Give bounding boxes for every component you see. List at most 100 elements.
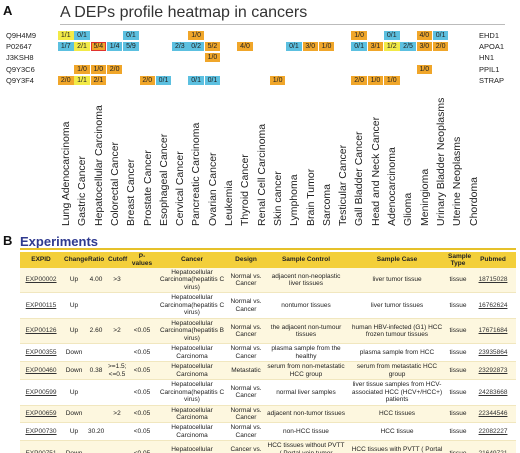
- pubmed-link[interactable]: 22082227: [478, 428, 508, 436]
- table-cell: Hepatocellular Carcinoma: [156, 440, 228, 453]
- heatmap-cell[interactable]: 1/0: [367, 75, 384, 85]
- table-cell: tissue: [446, 268, 470, 294]
- heatmap-cell[interactable]: 1/4: [106, 42, 123, 52]
- heatmap-cell[interactable]: 1/2: [384, 42, 400, 52]
- heatmap-cell[interactable]: 3/1: [367, 42, 384, 52]
- table-cell: Hepatocellular Carcinoma: [156, 405, 228, 424]
- pubmed-link[interactable]: 24283668: [478, 388, 508, 396]
- table-cell: Normal vs. Cancer: [228, 343, 264, 363]
- heatmap-cell[interactable]: 1/0: [269, 75, 286, 85]
- table-cell: Hepatocellular Carcinoma: [156, 361, 228, 381]
- heatmap-cell[interactable]: 5/4: [90, 42, 107, 52]
- pubmed-cell: 18715028: [470, 268, 516, 294]
- table-cell: <0.05: [128, 361, 156, 381]
- table-cell: plasma sample from the healthy: [264, 343, 348, 363]
- table-cell: adjacent non-tumor tissues: [264, 405, 348, 424]
- heatmap-cell[interactable]: 2/0: [106, 64, 123, 74]
- experiments-title: Experiments: [20, 234, 99, 249]
- pubmed-link[interactable]: 16762624: [478, 301, 508, 309]
- heatmap-cell[interactable]: 2/0: [139, 75, 155, 85]
- heatmap-cell[interactable]: 0/2: [188, 42, 204, 52]
- heatmap-cell[interactable]: 0/1: [188, 75, 204, 85]
- heatmap-cell[interactable]: 1/7: [58, 42, 74, 52]
- column-label: Testicular Cancer: [337, 144, 350, 226]
- table-cell: non-HCC tissue: [264, 422, 348, 442]
- pubmed-link[interactable]: 18715028: [478, 276, 508, 284]
- heatmap-cell[interactable]: 2/0: [432, 42, 449, 52]
- table-cell: [86, 440, 106, 453]
- heatmap-cell[interactable]: 0/1: [123, 31, 139, 40]
- expid-link[interactable]: EXP00460: [25, 366, 57, 374]
- heatmap-cell[interactable]: 5/2: [204, 42, 221, 52]
- heatmap-cell[interactable]: 4/0: [416, 31, 433, 40]
- table-cell: Down: [62, 361, 86, 381]
- experiments-divider: [20, 248, 516, 250]
- heatmap-cell[interactable]: 3/0: [302, 42, 318, 52]
- table-cell: tissue: [446, 361, 470, 381]
- table-cell: nontumor tissues: [264, 292, 348, 319]
- column-label: Breast Cancer: [125, 158, 138, 226]
- expid-cell: EXP00460: [20, 361, 62, 381]
- heatmap-cell[interactable]: 2/1: [74, 42, 90, 52]
- heatmap-cell[interactable]: 0/1: [155, 75, 172, 85]
- table-cell: liver tumor tissue: [348, 268, 446, 294]
- heatmap-cell[interactable]: 0/1: [351, 42, 367, 52]
- heatmap-cell[interactable]: 2/5: [400, 42, 416, 52]
- pubmed-link[interactable]: 22344546: [478, 410, 508, 418]
- table-cell: Hepatocellular Carcinoma(hepatitis C vir…: [156, 379, 228, 406]
- expid-link[interactable]: EXP00751: [25, 450, 56, 453]
- heatmap-cell[interactable]: 1/0: [74, 64, 90, 74]
- heatmap-cell[interactable]: 4/0: [237, 42, 253, 52]
- heatmap-cell[interactable]: 1/1: [58, 31, 74, 40]
- expid-cell: EXP00002: [20, 268, 62, 294]
- heatmap-cell[interactable]: 1/0: [90, 64, 107, 74]
- heatmap-cell[interactable]: 0/1: [286, 42, 302, 52]
- heatmap-cell[interactable]: 2/3: [172, 42, 188, 52]
- expid-link[interactable]: EXP00126: [25, 327, 57, 335]
- pubmed-link[interactable]: 23935864: [478, 348, 508, 356]
- column-label: Prostate Cancer: [141, 150, 154, 226]
- expid-link[interactable]: EXP00355: [25, 348, 57, 356]
- heatmap-cell[interactable]: 1/1: [74, 75, 90, 85]
- expid-link[interactable]: EXP00659: [25, 410, 57, 418]
- expid-link[interactable]: EXP00115: [25, 301, 57, 309]
- heatmap-cell[interactable]: 1/0: [204, 53, 221, 63]
- heatmap-cell[interactable]: 1/0: [318, 42, 335, 52]
- table-cell: HCC tissues: [348, 405, 446, 424]
- table-cell: [86, 379, 106, 406]
- table-cell: <0.05: [128, 440, 156, 453]
- column-label: Lung Adenocarcinoma: [60, 121, 72, 227]
- heatmap-cell[interactable]: 0/1: [204, 75, 221, 85]
- heatmap-cell[interactable]: 1/0: [416, 64, 433, 74]
- expid-link[interactable]: EXP00599: [25, 388, 57, 396]
- gene-label-strap: STRAP: [479, 75, 505, 85]
- pubmed-link[interactable]: 17671684: [478, 327, 508, 335]
- heatmap-cell[interactable]: 0/1: [432, 31, 449, 40]
- heatmap-cell[interactable]: 1/0: [351, 31, 367, 40]
- heatmap-cell[interactable]: 2/0: [351, 75, 367, 85]
- heatmap-cell[interactable]: 1/0: [384, 75, 400, 85]
- heatmap-cell[interactable]: 0/1: [384, 31, 400, 40]
- table-cell: >2: [106, 318, 128, 345]
- heatmap-cell[interactable]: 2/0: [58, 75, 74, 85]
- table-cell: [106, 440, 128, 453]
- pubmed-link[interactable]: 21649721: [479, 450, 508, 453]
- table-cell: adjacent non-neoplastic liver tissues: [264, 268, 348, 294]
- column-header: Pubmed: [470, 252, 516, 268]
- table-cell: the adjacent non-tumour tissues: [264, 318, 348, 345]
- heatmap-cell[interactable]: 1/0: [188, 31, 204, 40]
- heatmap-cell[interactable]: 5/9: [123, 42, 139, 52]
- expid-link[interactable]: EXP00002: [25, 276, 57, 284]
- table-cell: >3: [106, 268, 128, 294]
- table-row: EXP00126 Up 2.60 >2 <0.05 Hepatocellular Carc…: [20, 318, 516, 345]
- expid-link[interactable]: EXP00730: [25, 428, 57, 436]
- heatmap-title: A DEPs profile heatmap in cancers: [60, 4, 308, 21]
- table-row: EXP00730 Up 30.20 <0.05 Hepatocellular Carci…: [20, 422, 516, 442]
- pubmed-link[interactable]: 23292873: [478, 366, 508, 374]
- heatmap-cell[interactable]: 3/0: [416, 42, 433, 52]
- column-header: Cutoff: [106, 252, 128, 268]
- heatmap-cell[interactable]: 0/1: [74, 31, 90, 40]
- column-header: P-values: [128, 252, 156, 268]
- pubmed-cell: 21649721: [470, 440, 516, 453]
- heatmap-cell[interactable]: 2/1: [90, 75, 107, 85]
